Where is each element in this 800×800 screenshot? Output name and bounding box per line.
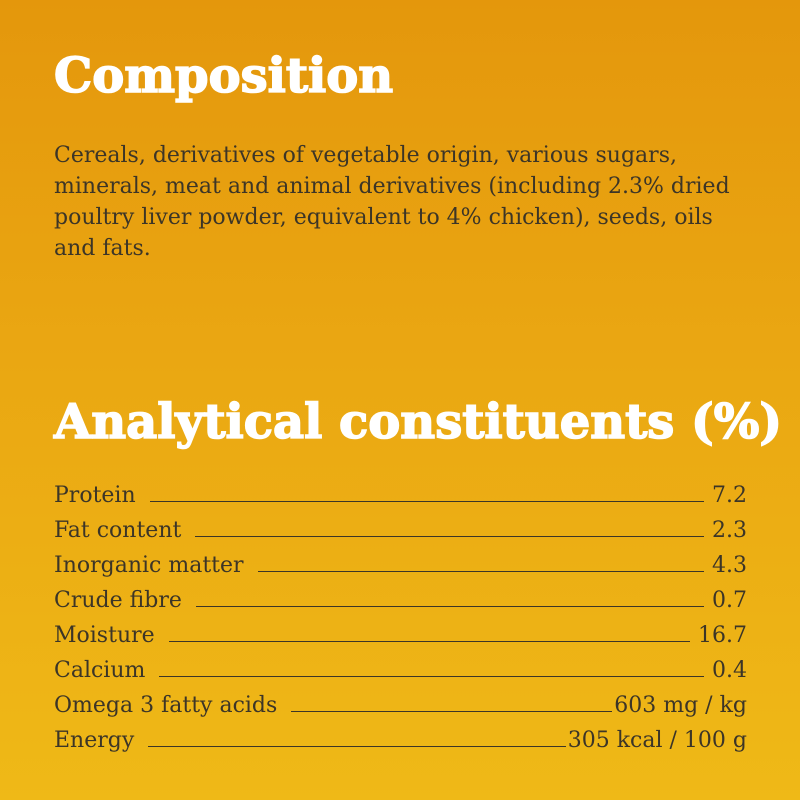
constituent-label: Energy [54, 728, 135, 753]
constituent-label: Omega 3 fatty acids [54, 693, 278, 718]
constituent-row-protein: Protein 7.2 [54, 474, 747, 509]
constituent-label: Protein [54, 483, 136, 508]
leader-line [159, 676, 704, 677]
constituent-row-fat-content: Fat content 2.3 [54, 509, 747, 544]
constituent-label: Crude fibre [54, 588, 182, 613]
leader-line [195, 606, 704, 607]
constituent-label: Fat content [54, 518, 182, 543]
constituent-row-inorganic-matter: Inorganic matter 4.3 [54, 544, 747, 579]
constituent-row-energy: Energy 305 kcal / 100 g [54, 719, 747, 754]
analytical-constituents-heading: Analytical constituents (%) [53, 394, 783, 450]
constituent-label: Calcium [54, 658, 146, 683]
constituent-label: Moisture [54, 623, 155, 648]
constituent-value: 7.2 [712, 483, 747, 508]
constituent-value: 305 kcal / 100 g [567, 728, 747, 753]
leader-line [148, 746, 566, 747]
leader-line [257, 571, 704, 572]
constituent-value: 0.7 [712, 588, 747, 613]
constituent-row-omega-3: Omega 3 fatty acids 603 mg / kg [54, 684, 747, 719]
constituent-value: 0.4 [712, 658, 747, 683]
composition-text: Cereals, derivatives of vegetable origin… [54, 143, 730, 261]
leader-line [149, 501, 704, 502]
constituent-row-calcium: Calcium 0.4 [54, 649, 747, 684]
constituent-value: 2.3 [712, 518, 747, 543]
constituents-list: Protein 7.2 Fat content 2.3 Inorganic ma… [54, 474, 747, 754]
leader-line [195, 536, 704, 537]
composition-heading: Composition [53, 48, 394, 104]
leader-line [291, 711, 613, 712]
constituent-value: 16.7 [698, 623, 747, 648]
constituent-label: Inorganic matter [54, 553, 244, 578]
constituent-row-crude-fibre: Crude fibre 0.7 [54, 579, 747, 614]
constituent-value: 603 mg / kg [614, 693, 747, 718]
constituent-value: 4.3 [712, 553, 747, 578]
leader-line [168, 641, 691, 642]
constituent-row-moisture: Moisture 16.7 [54, 614, 747, 649]
